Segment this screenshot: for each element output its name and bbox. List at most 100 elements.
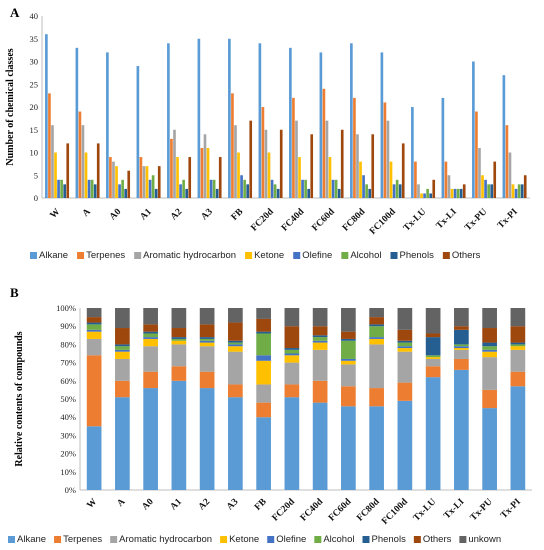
bar-ketone-a	[84, 152, 88, 198]
bar-phenols-tx-pi	[510, 342, 526, 345]
legend-item-alcohol: Alcohol	[341, 250, 382, 261]
y-tick-label: 20%	[60, 449, 76, 459]
bar-phenols-a	[115, 344, 130, 347]
category-label-fc80d: FC80d	[341, 207, 368, 234]
bar-unkown-a2	[199, 308, 215, 325]
bar-terpenes-fc20d	[284, 384, 300, 398]
bar-others-tx-pu	[493, 161, 497, 198]
bar-alkane-fb	[228, 38, 231, 198]
bar-terpenes-tx-pu	[475, 111, 478, 198]
bar-terpenes-a1	[139, 157, 143, 198]
bar-olefine-a	[115, 349, 130, 352]
bar-aromatic-hydrocarbon-tx-lu	[425, 358, 441, 367]
bar-others-a2	[188, 157, 192, 198]
bar-phenols-fb	[246, 184, 249, 198]
category-label-tx-pi: Tx-PI	[499, 497, 523, 521]
bar-terpenes-w	[48, 93, 51, 198]
category-label-tx-li: Tx-LI	[442, 497, 466, 521]
bar-phenols-tx-li	[459, 188, 463, 198]
bar-aromatic-hydrocarbon-fc80d	[356, 134, 359, 198]
bar-ketone-a2	[199, 342, 215, 347]
legend-label-terpenes: Terpenes	[86, 250, 125, 261]
bar-olefine-a2	[199, 340, 215, 343]
bar-olefine-w	[57, 179, 60, 198]
bar-unkown-fb	[256, 308, 271, 319]
y-tick-label: 70%	[60, 358, 76, 368]
bar-olefine-fc60d	[341, 358, 356, 361]
bar-terpenes-fc40d	[292, 97, 295, 198]
bar-others-a3	[228, 322, 243, 341]
bar-terpenes-fc40d	[312, 380, 328, 403]
bar-alcohol-a2	[182, 179, 185, 198]
legend-swatch-olefine	[267, 536, 275, 543]
bar-phenols-fc60d	[337, 188, 341, 198]
bar-unkown-tx-lu	[425, 308, 441, 334]
bar-terpenes-fb	[231, 93, 234, 198]
bar-ketone-a2	[176, 157, 179, 198]
bar-terpenes-a2	[199, 371, 215, 389]
bar-terpenes-tx-pu	[482, 389, 497, 409]
bar-aromatic-hydrocarbon-tx-pi	[508, 152, 512, 198]
bar-others-tx-pu	[482, 328, 497, 343]
legend-swatch-others	[442, 252, 450, 259]
legend-label-ketone: Ketone	[254, 250, 284, 261]
category-label-a: A	[81, 207, 93, 219]
bar-ketone-a	[115, 351, 130, 359]
category-label-a3: A3	[200, 207, 215, 222]
legend-swatch-alkane	[8, 536, 15, 543]
bar-phenols-a3	[215, 188, 219, 198]
legend-swatch-others	[413, 536, 421, 543]
y-tick-label: 60%	[60, 376, 76, 386]
category-label-fc20d: FC20d	[271, 497, 298, 524]
bar-aromatic-hydrocarbon-tx-pu	[482, 357, 497, 390]
bar-alcohol-fc20d	[284, 349, 300, 354]
bar-unkown-fc60d	[341, 308, 356, 332]
legend-label-terpenes: Terpenes	[63, 534, 102, 545]
category-label-fc20d: FC20d	[249, 207, 276, 234]
bar-alkane-tx-li	[441, 97, 445, 198]
bar-ketone-fc60d	[328, 157, 332, 198]
bar-others-fb	[249, 120, 253, 198]
y-tick-label: 35	[30, 34, 39, 44]
y-tick-label: 0%	[65, 485, 76, 495]
bar-alcohol-a1	[151, 175, 155, 198]
legend-item-alcohol: Alcohol	[314, 534, 355, 545]
bar-alkane-tx-pu	[472, 61, 475, 198]
bar-aromatic-hydrocarbon-a0	[143, 346, 158, 372]
category-label-fb: FB	[230, 207, 246, 223]
bar-phenols-a0	[143, 331, 158, 334]
bar-alcohol-fc20d	[273, 184, 277, 198]
bar-others-tx-li	[454, 326, 469, 330]
bar-alkane-fc20d	[284, 397, 300, 490]
category-label-a1: A1	[169, 497, 184, 512]
category-label-w: W	[49, 207, 63, 221]
bar-others-a2	[199, 324, 215, 338]
legend-swatch-ketone	[220, 536, 228, 543]
bar-ketone-fc100d	[397, 348, 413, 352]
bar-ketone-a1	[145, 166, 149, 198]
bar-aromatic-hydrocarbon-fc100d	[397, 351, 413, 383]
bar-aromatic-hydrocarbon-fc60d	[341, 364, 356, 387]
legend-label-olefine: Olefine	[276, 534, 306, 545]
bar-others-a0	[127, 170, 131, 198]
bar-alkane-fc40d	[289, 47, 292, 198]
bar-others-fc80d	[371, 134, 375, 198]
bar-phenols-a2	[185, 188, 188, 198]
bar-unkown-a1	[171, 308, 187, 329]
bar-alkane-tx-li	[454, 369, 469, 490]
bar-aromatic-hydrocarbon-tx-li	[447, 175, 451, 198]
bar-unkown-fc40d	[312, 308, 328, 327]
bar-olefine-a	[87, 179, 91, 198]
bar-ketone-tx-li	[454, 348, 469, 350]
legend-item-alkane: Alkane	[8, 534, 46, 545]
bar-ketone-fc40d	[298, 157, 301, 198]
bar-terpenes-fc80d	[369, 388, 384, 407]
bar-phenols-tx-pu	[490, 184, 493, 198]
bar-olefine-fb	[240, 175, 243, 198]
bar-alcohol-tx-lu	[426, 188, 429, 198]
legend-item-unkown: unkown	[459, 534, 501, 545]
bar-olefine-a1	[148, 179, 152, 198]
category-label-a3: A3	[225, 497, 240, 512]
bar-ketone-tx-pi	[511, 184, 515, 198]
bar-terpenes-a2	[170, 138, 173, 198]
